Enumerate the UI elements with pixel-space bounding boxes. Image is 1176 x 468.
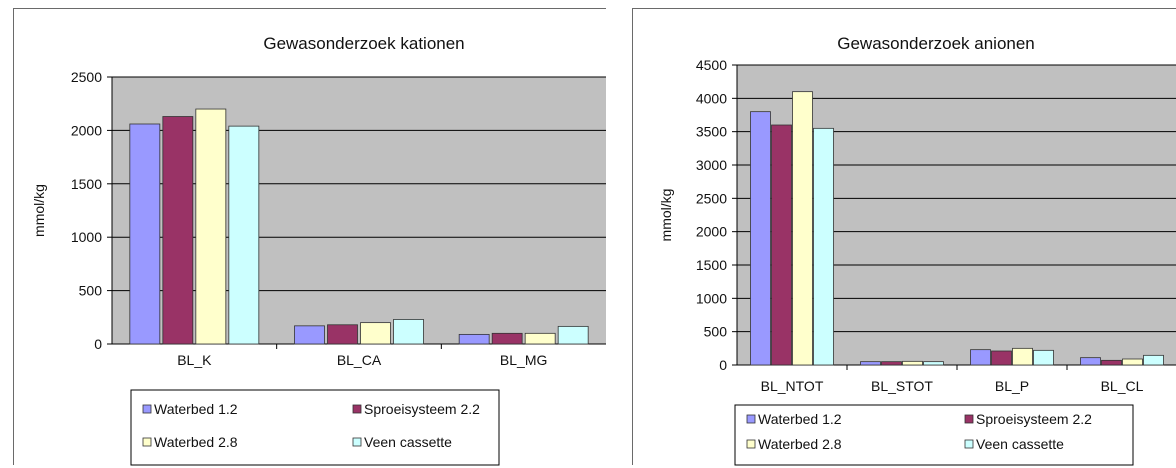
x-tick-label: BL_P <box>995 378 1029 394</box>
legend-label: Veen cassette <box>364 434 452 450</box>
bar-anionen-bl-cl-s3 <box>1122 358 1143 366</box>
y-tick-label: 2000 <box>71 122 102 138</box>
bar-anionen-bl-stot-s1 <box>860 361 881 366</box>
legend <box>130 389 500 466</box>
bar-anionen-bl-ntot-s1 <box>750 111 771 366</box>
legend-swatch <box>142 437 152 447</box>
bar-kationen-bl-ca-s4 <box>393 319 424 345</box>
legend-label: Waterbed 2.8 <box>758 436 842 452</box>
bar-anionen-bl-p-s2 <box>991 350 1012 366</box>
bar-anionen-bl-cl-s2 <box>1101 359 1122 366</box>
bar-anionen-bl-cl-s1 <box>1080 357 1101 366</box>
y-tick-label: 0 <box>94 336 102 352</box>
bar-kationen-bl-ca-s3 <box>360 322 391 345</box>
y-tick-label: 0 <box>719 357 727 373</box>
y-tick-label: 500 <box>704 324 728 340</box>
bar-kationen-bl-k-s3 <box>195 108 227 345</box>
bar-kationen-bl-mg-s2 <box>491 332 523 345</box>
bar-kationen-bl-ca-s2 <box>327 324 358 345</box>
legend-label: Waterbed 1.2 <box>758 411 842 427</box>
legend-swatch <box>746 439 756 449</box>
bar-anionen-bl-stot-s2 <box>881 361 902 366</box>
legend <box>734 404 1134 466</box>
x-tick-label: BL_CA <box>337 352 382 368</box>
bar-anionen-bl-stot-s3 <box>902 360 923 366</box>
chart-title: Gewasonderzoek kationen <box>263 34 464 53</box>
y-tick-label: 3000 <box>696 157 727 173</box>
legend-swatch <box>352 437 362 447</box>
y-tick-label: 1000 <box>696 290 727 306</box>
y-tick-label: 2000 <box>696 224 727 240</box>
bar-kationen-bl-mg-s1 <box>458 333 490 345</box>
bar-anionen-bl-ntot-s3 <box>792 91 813 366</box>
legend-swatch <box>746 414 756 424</box>
chart-title: Gewasonderzoek anionen <box>837 34 1035 53</box>
bar-anionen-bl-stot-s4 <box>923 361 944 366</box>
legend-label: Sproeisysteem 2.2 <box>976 411 1092 427</box>
legend-swatch <box>964 439 974 449</box>
legend-label: Waterbed 1.2 <box>154 401 238 417</box>
chart-anionen-svg: 0 500 1000 1500 2000 2500 3000 3500 4000 4500 BL_N… <box>658 34 1176 466</box>
x-tick-label: BL_STOT <box>871 378 933 394</box>
x-tick-label: BL_NTOT <box>761 378 824 394</box>
legend-label: Sproeisysteem 2.2 <box>364 401 480 417</box>
bar-kationen-bl-k-s2 <box>162 116 194 345</box>
bar-kationen-bl-k-s1 <box>129 123 161 345</box>
bar-anionen-bl-p-s4 <box>1033 349 1054 366</box>
legend-swatch <box>964 414 974 424</box>
legend-swatch <box>142 404 152 414</box>
y-tick-label: 2500 <box>696 190 727 206</box>
chart-kationen: 0 500 1000 1500 2000 2500 BL_K BL_CA BL_MG Gewaso… <box>13 8 606 466</box>
y-tick-label: 1500 <box>71 176 102 192</box>
plot-area <box>112 77 606 344</box>
bar-anionen-bl-ntot-s2 <box>771 124 792 366</box>
bar-anionen-bl-ntot-s4 <box>813 127 834 366</box>
chart-kationen-svg: 0 500 1000 1500 2000 2500 BL_K BL_CA BL_MG Gewaso… <box>31 34 606 466</box>
x-tick-label: BL_MG <box>500 352 547 368</box>
bar-anionen-bl-p-s3 <box>1012 347 1033 366</box>
bar-kationen-bl-mg-s3 <box>524 332 556 345</box>
y-tick-label: 1000 <box>71 229 102 245</box>
legend-label: Waterbed 2.8 <box>154 434 238 450</box>
y-tick-label: 3500 <box>696 124 727 140</box>
bar-kationen-bl-k-s4 <box>228 125 260 345</box>
x-tick-label: BL_CL <box>1101 378 1144 394</box>
x-tick-label: BL_K <box>177 352 212 368</box>
y-axis-label: mmol/kg <box>658 189 674 242</box>
y-tick-label: 4000 <box>696 90 727 106</box>
legend-swatch <box>352 404 362 414</box>
y-tick-label: 2500 <box>71 69 102 85</box>
bar-anionen-bl-p-s1 <box>970 349 991 366</box>
y-axis-label: mmol/kg <box>31 184 47 237</box>
bar-kationen-bl-ca-s1 <box>294 325 325 345</box>
legend-label: Veen cassette <box>976 436 1064 452</box>
bar-kationen-bl-mg-s4 <box>557 325 589 345</box>
chart-anionen: 0 500 1000 1500 2000 2500 3000 3500 4000 4500 BL_N… <box>632 8 1176 466</box>
y-tick-label: 1500 <box>696 257 727 273</box>
y-tick-label: 4500 <box>696 57 727 73</box>
bar-anionen-bl-cl-s4 <box>1143 354 1164 366</box>
y-tick-label: 500 <box>79 283 103 299</box>
